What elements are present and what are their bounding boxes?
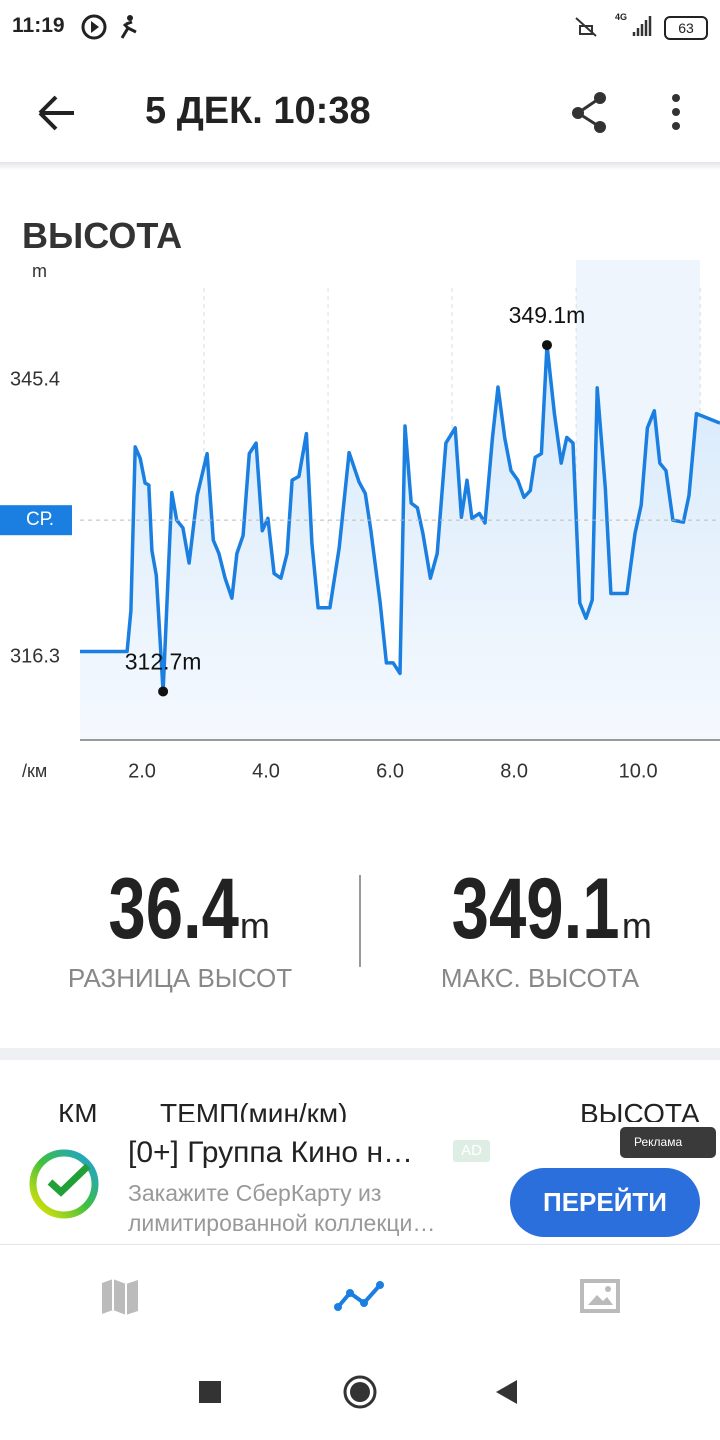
ad-banner[interactable]: [0+] Группа Кино н… AD Закажите СберКарт…: [0, 1122, 720, 1245]
separator: [0, 1048, 720, 1060]
bottom-nav: [0, 1244, 720, 1345]
stat-divider: [359, 875, 361, 967]
x-unit: /км: [22, 761, 47, 781]
stat-value: 36.4: [108, 861, 240, 957]
system-nav: [199, 1375, 517, 1409]
annotation-point: [541, 340, 552, 351]
header-shadow: [0, 162, 720, 170]
annotation-label: 349.1m: [509, 302, 586, 328]
elevation-chart: m /км 2.0 4.0 6.0 8.0 10.0 316.3 345.4 СР. 349.1…: [0, 260, 720, 782]
stat-label: РАЗНИЦА ВЫСОТ: [67, 963, 293, 993]
y-tick-label: 316.3: [10, 645, 60, 667]
status-signal: [575, 16, 652, 37]
status-time: 11:19: [12, 14, 65, 37]
nav-photos[interactable]: [580, 1279, 620, 1313]
nav-recent[interactable]: [199, 1381, 221, 1403]
line: [80, 343, 720, 694]
ad-tag[interactable]: Реклама: [620, 1127, 716, 1158]
average-label: СР.: [26, 509, 54, 530]
ad-title: [0+] Группа Кино н…: [128, 1136, 414, 1169]
y-tick-label: 345.4: [10, 369, 60, 391]
chart-title: ВЫСОТА: [22, 215, 183, 256]
x-tick-label: 8.0: [500, 760, 528, 782]
nav-home[interactable]: [343, 1375, 377, 1409]
ad-text: Закажите СберКарту из лимитированной кол…: [128, 1180, 436, 1236]
x-tick-label: 2.0: [128, 760, 156, 782]
annotation-label: 312.7m: [125, 649, 202, 675]
average-badge: [0, 505, 72, 536]
stat-unit: m: [239, 905, 270, 946]
area: [80, 345, 720, 740]
x-tick-label: 10.0: [619, 760, 658, 782]
header-title: 5 ДЕК. 10:38: [145, 90, 371, 132]
header-actions[interactable]: [570, 92, 690, 136]
stat-label: МАКС. ВЫСОТА: [440, 963, 640, 993]
stat-diff: 36.4 m РАЗНИЦА ВЫСОТ: [0, 860, 360, 994]
y-unit: m: [32, 261, 47, 281]
status-network: 4G: [615, 12, 628, 22]
status-icons: [81, 14, 137, 40]
nav-chart[interactable]: [334, 1279, 386, 1315]
status-battery: 63: [664, 16, 708, 40]
ad-badge: AD: [453, 1140, 490, 1162]
back-button[interactable]: [30, 90, 80, 136]
x-tick-label: 4.0: [252, 760, 280, 782]
nav-map[interactable]: [100, 1277, 140, 1317]
stat-value: 349.1: [451, 861, 620, 957]
stat-unit: m: [621, 905, 652, 946]
annotation-point: [158, 686, 169, 697]
ad-button[interactable]: ПЕРЕЙТИ: [510, 1168, 700, 1237]
ad-logo: [29, 1149, 99, 1219]
stat-max: 349.1 m МАКС. ВЫСОТА: [360, 860, 720, 994]
x-tick-label: 6.0: [376, 760, 404, 782]
nav-back[interactable]: [496, 1380, 517, 1404]
